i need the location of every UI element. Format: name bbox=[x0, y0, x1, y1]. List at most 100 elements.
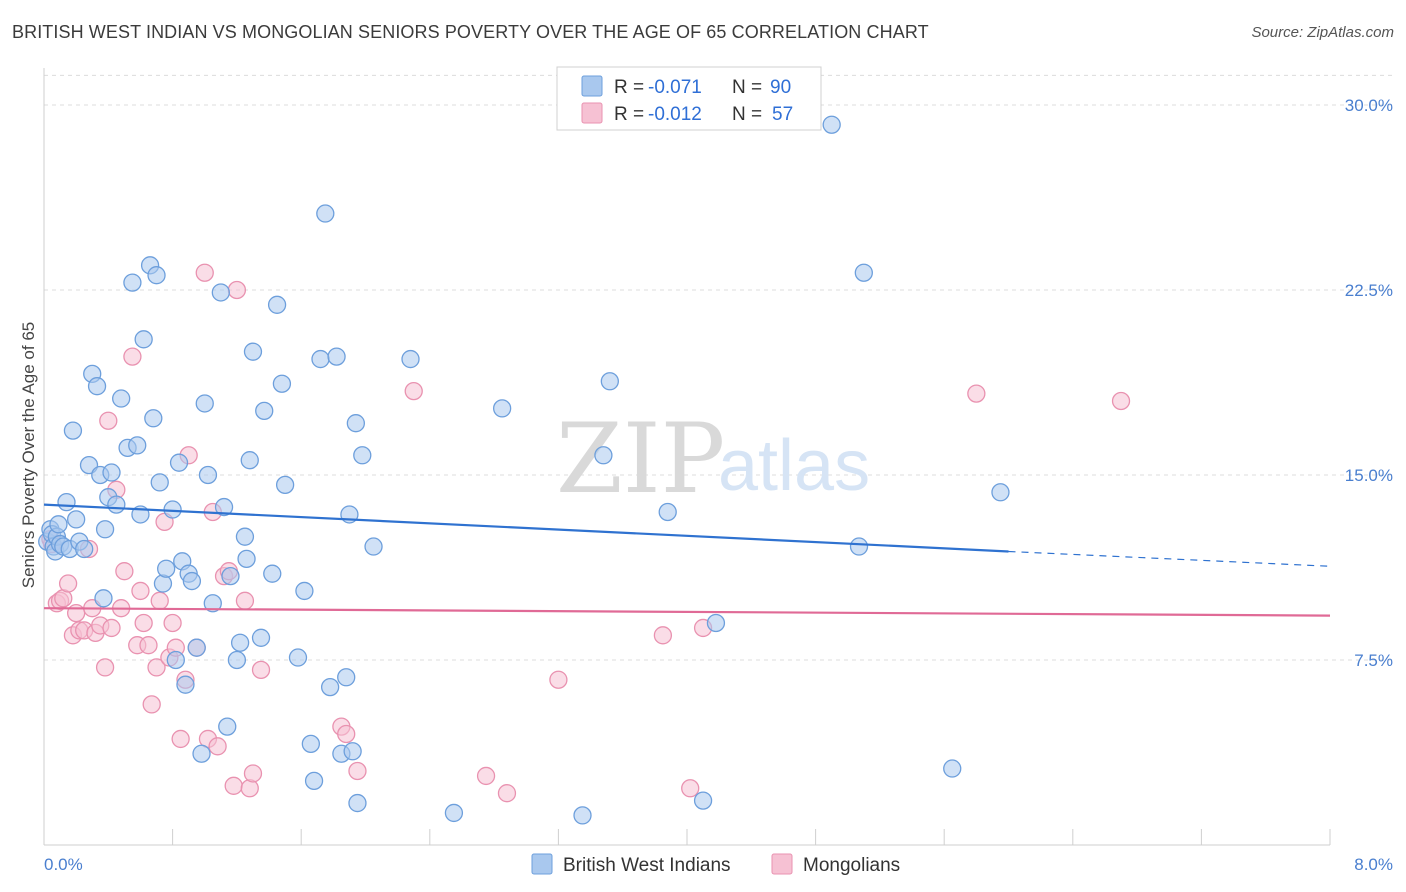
legend-n-label-blue: N = bbox=[732, 77, 762, 98]
legend-r-label-blue: R = bbox=[614, 77, 644, 98]
blue-point-64 bbox=[288, 648, 308, 667]
y-tick-label-1: 15.0% bbox=[1345, 466, 1393, 485]
blue-point-75 bbox=[343, 742, 362, 761]
blue-point-55 bbox=[237, 549, 256, 569]
blue-point-89 bbox=[822, 115, 841, 134]
blue-point-73 bbox=[337, 668, 356, 687]
blue-point-63 bbox=[275, 475, 295, 495]
series-legend-label-pink: Mongolians bbox=[803, 855, 900, 876]
blue-trend-line bbox=[43, 503, 1009, 553]
blue-point-78 bbox=[353, 446, 372, 465]
y-tick-label-0: 7.5% bbox=[1354, 651, 1393, 670]
watermark: ZIP atlas bbox=[556, 403, 870, 515]
pink-point-14 bbox=[95, 658, 115, 677]
trend-lines bbox=[43, 503, 1331, 617]
blue-point-85 bbox=[600, 372, 619, 391]
pink-point-56 bbox=[681, 779, 700, 798]
blue-point-69 bbox=[316, 204, 335, 223]
blue-point-48 bbox=[211, 283, 230, 302]
pink-point-49 bbox=[337, 724, 356, 744]
blue-point-60 bbox=[263, 564, 282, 583]
pink-point-36 bbox=[195, 263, 214, 282]
blue-point-79 bbox=[364, 537, 383, 556]
grid-lines bbox=[44, 74, 1392, 661]
pink-point-23 bbox=[134, 613, 153, 633]
pink-point-53 bbox=[497, 784, 517, 803]
pink-point-59 bbox=[1111, 391, 1131, 411]
legend-r-value-blue: -0.071 bbox=[648, 77, 702, 98]
blue-point-43 bbox=[187, 638, 206, 657]
pink-point-30 bbox=[163, 613, 182, 633]
legend-r-label-pink: R = bbox=[614, 104, 644, 125]
blue-point-86 bbox=[658, 502, 677, 522]
pink-point-45 bbox=[240, 779, 259, 798]
blue-point-27 bbox=[128, 436, 147, 455]
blue-point-70 bbox=[320, 677, 340, 697]
pink-point-43 bbox=[227, 280, 247, 300]
pink-point-42 bbox=[224, 776, 243, 795]
blue-point-57 bbox=[243, 342, 263, 361]
blue-point-11 bbox=[63, 421, 83, 440]
blue-point-90 bbox=[849, 537, 869, 556]
blue-point-24 bbox=[112, 389, 131, 408]
y-tick-label-2: 22.5% bbox=[1345, 281, 1393, 300]
blue-point-76 bbox=[346, 414, 366, 433]
pink-point-50 bbox=[348, 761, 367, 781]
pink-point-55 bbox=[653, 626, 673, 645]
blue-point-34 bbox=[153, 574, 173, 593]
pink-trend-line bbox=[43, 607, 1331, 617]
blue-point-14 bbox=[75, 539, 94, 559]
mongolians-points bbox=[41, 263, 1131, 803]
blue-trend-extension bbox=[1008, 550, 1331, 567]
blue-point-66 bbox=[301, 734, 320, 754]
blue-point-83 bbox=[573, 806, 592, 825]
blue-point-47 bbox=[203, 594, 222, 613]
blue-point-80 bbox=[401, 349, 420, 369]
pink-point-19 bbox=[115, 562, 134, 581]
blue-point-44 bbox=[192, 744, 211, 763]
watermark-zip: ZIP bbox=[556, 403, 725, 515]
watermark-atlas: atlas bbox=[718, 426, 870, 506]
blue-point-6 bbox=[49, 515, 68, 534]
blue-point-91 bbox=[854, 263, 873, 282]
blue-point-46 bbox=[198, 465, 218, 485]
pink-point-24 bbox=[139, 636, 158, 655]
pink-point-58 bbox=[967, 384, 986, 403]
blue-point-88 bbox=[706, 613, 726, 633]
pink-point-46 bbox=[243, 764, 263, 783]
blue-point-67 bbox=[304, 771, 324, 791]
blue-point-56 bbox=[240, 451, 259, 470]
series-legend-swatch-blue bbox=[531, 853, 553, 875]
legend-swatch-pink bbox=[581, 102, 603, 124]
blue-point-35 bbox=[157, 559, 176, 578]
pink-point-52 bbox=[476, 766, 496, 786]
blue-point-59 bbox=[255, 401, 274, 421]
axes bbox=[43, 68, 1331, 846]
pink-point-47 bbox=[251, 660, 271, 680]
legend-n-value-pink: 57 bbox=[772, 104, 793, 125]
blue-point-92 bbox=[943, 759, 962, 778]
x-tick-labels: 0.0% 8.0% bbox=[44, 855, 1393, 874]
blue-point-17 bbox=[87, 377, 107, 396]
blue-point-42 bbox=[182, 571, 202, 591]
pink-point-27 bbox=[150, 591, 169, 610]
legend-n-value-blue: 90 bbox=[770, 77, 791, 98]
pink-point-7 bbox=[67, 603, 86, 623]
blue-point-52 bbox=[227, 650, 247, 670]
blue-point-22 bbox=[102, 463, 121, 482]
blue-point-49 bbox=[214, 497, 234, 517]
blue-point-68 bbox=[311, 349, 330, 369]
pink-point-54 bbox=[549, 670, 568, 689]
x-tick-label-1: 8.0% bbox=[1354, 855, 1393, 874]
chart-title: BRITISH WEST INDIAN VS MONGOLIAN SENIORS… bbox=[12, 22, 929, 42]
blue-point-51 bbox=[221, 566, 240, 586]
blue-point-9 bbox=[57, 492, 76, 512]
blue-point-54 bbox=[235, 527, 255, 546]
blue-point-81 bbox=[444, 803, 464, 823]
series-legend: British West Indians Mongolians bbox=[531, 853, 900, 876]
blue-point-65 bbox=[295, 581, 314, 601]
blue-point-20 bbox=[95, 520, 115, 539]
blue-point-71 bbox=[327, 347, 346, 366]
british-west-indians-points bbox=[38, 115, 1010, 825]
blue-point-53 bbox=[230, 633, 250, 652]
